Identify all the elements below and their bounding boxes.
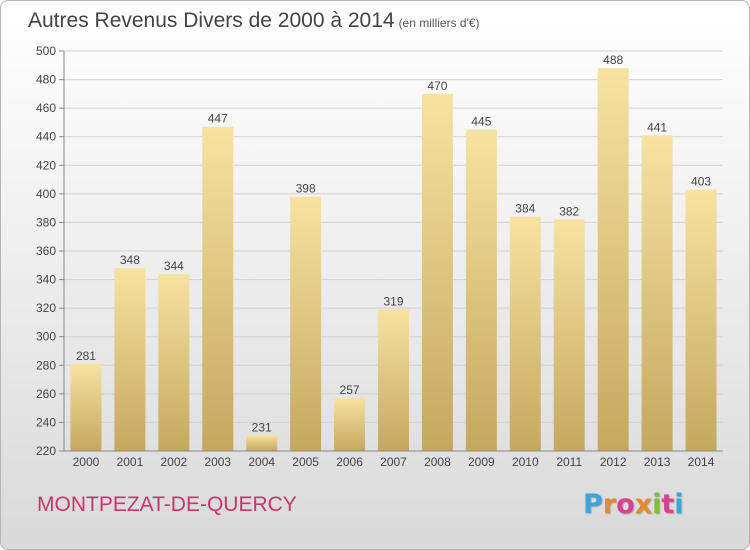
- bar-value-label: 445: [471, 115, 491, 129]
- y-tick-label: 240: [36, 415, 56, 429]
- bar-value-label: 441: [647, 120, 667, 134]
- x-tick-label: 2003: [204, 455, 231, 469]
- x-axis: 2000 2001 2002 2003 2004 2005 2006 2007 2008 2009…: [64, 450, 723, 469]
- x-tick-label: 2001: [117, 455, 144, 469]
- y-tick-label: 420: [36, 158, 56, 172]
- logo-letter: P: [583, 489, 603, 520]
- y-tick-label: 340: [36, 273, 56, 287]
- bar-value-label: 382: [559, 205, 579, 219]
- bar-2002: [158, 273, 190, 451]
- y-tick-label: 360: [36, 244, 56, 258]
- y-tick-label: 280: [36, 358, 56, 372]
- logo-letter: r: [602, 489, 617, 520]
- y-tick-label: 460: [36, 101, 56, 115]
- bar-2005: [290, 196, 322, 451]
- bar-2013: [641, 135, 673, 452]
- bar-value-label: 384: [515, 202, 535, 216]
- x-tick-label: 2006: [336, 455, 363, 469]
- logo-letter: o: [616, 489, 635, 520]
- x-tick-label: 2005: [292, 455, 319, 469]
- logo-letter: x: [634, 489, 653, 520]
- bar-2006: [334, 398, 366, 451]
- bar-value-label: 398: [296, 182, 316, 196]
- x-tick-label: 2007: [380, 455, 407, 469]
- y-tick-label: 500: [36, 44, 56, 58]
- y-tick-label: 380: [36, 215, 56, 229]
- bar-value-label: 470: [427, 79, 447, 93]
- y-tick-label: 220: [36, 444, 56, 458]
- logo-letter: t: [661, 489, 675, 520]
- bar-value-label: 344: [164, 259, 184, 273]
- bar-2008: [421, 93, 453, 451]
- y-tick-label: 400: [36, 187, 56, 201]
- bar-2003: [202, 126, 234, 451]
- x-tick-label: 2013: [644, 455, 671, 469]
- bar-value-label: 403: [691, 175, 711, 189]
- x-tick-label: 2011: [556, 455, 582, 469]
- x-tick-label: 2009: [468, 455, 495, 469]
- x-tick-label: 2000: [73, 455, 100, 469]
- bar-2009: [465, 129, 497, 452]
- bar-value-label: 281: [76, 349, 96, 363]
- logo-letter: i: [674, 489, 684, 520]
- x-tick-label: 2014: [688, 455, 715, 469]
- bar-value-label: 231: [252, 420, 272, 434]
- bar-2004: [246, 435, 278, 451]
- proxiti-logo[interactable]: Proxiti: [583, 489, 684, 520]
- y-tick-label: 260: [36, 387, 56, 401]
- chart-title-text: Autres Revenus Divers de 2000 à 2014: [28, 9, 395, 32]
- bar-value-label: 257: [340, 383, 360, 397]
- bar-value-label: 447: [208, 112, 228, 126]
- x-tick-label: 2010: [512, 455, 539, 469]
- x-tick-label: 2002: [160, 455, 187, 469]
- x-tick-label: 2008: [424, 455, 451, 469]
- bar-value-label: 348: [120, 253, 140, 267]
- logo-letter: i: [652, 489, 662, 520]
- y-axis: 220 240 260 280 300 320 340 360 380 400 420 440 460 4…: [36, 44, 65, 458]
- location-name: MONTPEZAT-DE-QUERCY: [37, 493, 297, 516]
- bar-value-label: 319: [383, 295, 403, 309]
- bar-2007: [378, 309, 409, 451]
- x-tick-label: 2012: [600, 455, 627, 469]
- bar-2000: [70, 363, 102, 451]
- x-tick-label: 2004: [248, 455, 275, 469]
- chart-subtitle: (en milliers d'€): [398, 16, 480, 30]
- bar-2011: [553, 219, 585, 451]
- bar-2014: [685, 189, 717, 452]
- y-tick-label: 440: [36, 130, 56, 144]
- y-tick-label: 480: [36, 73, 56, 87]
- bars: 281 348 344 447 231 398 257 319 470 445 384 382 488 4…: [70, 53, 717, 452]
- bar-2010: [509, 216, 541, 451]
- bar-2001: [114, 268, 146, 451]
- bar-2012: [597, 68, 629, 452]
- y-tick-label: 300: [36, 330, 56, 344]
- chart-title: Autres Revenus Divers de 2000 à 2014 (en …: [28, 9, 480, 33]
- y-tick-label: 320: [36, 301, 56, 315]
- bar-value-label: 488: [603, 53, 623, 67]
